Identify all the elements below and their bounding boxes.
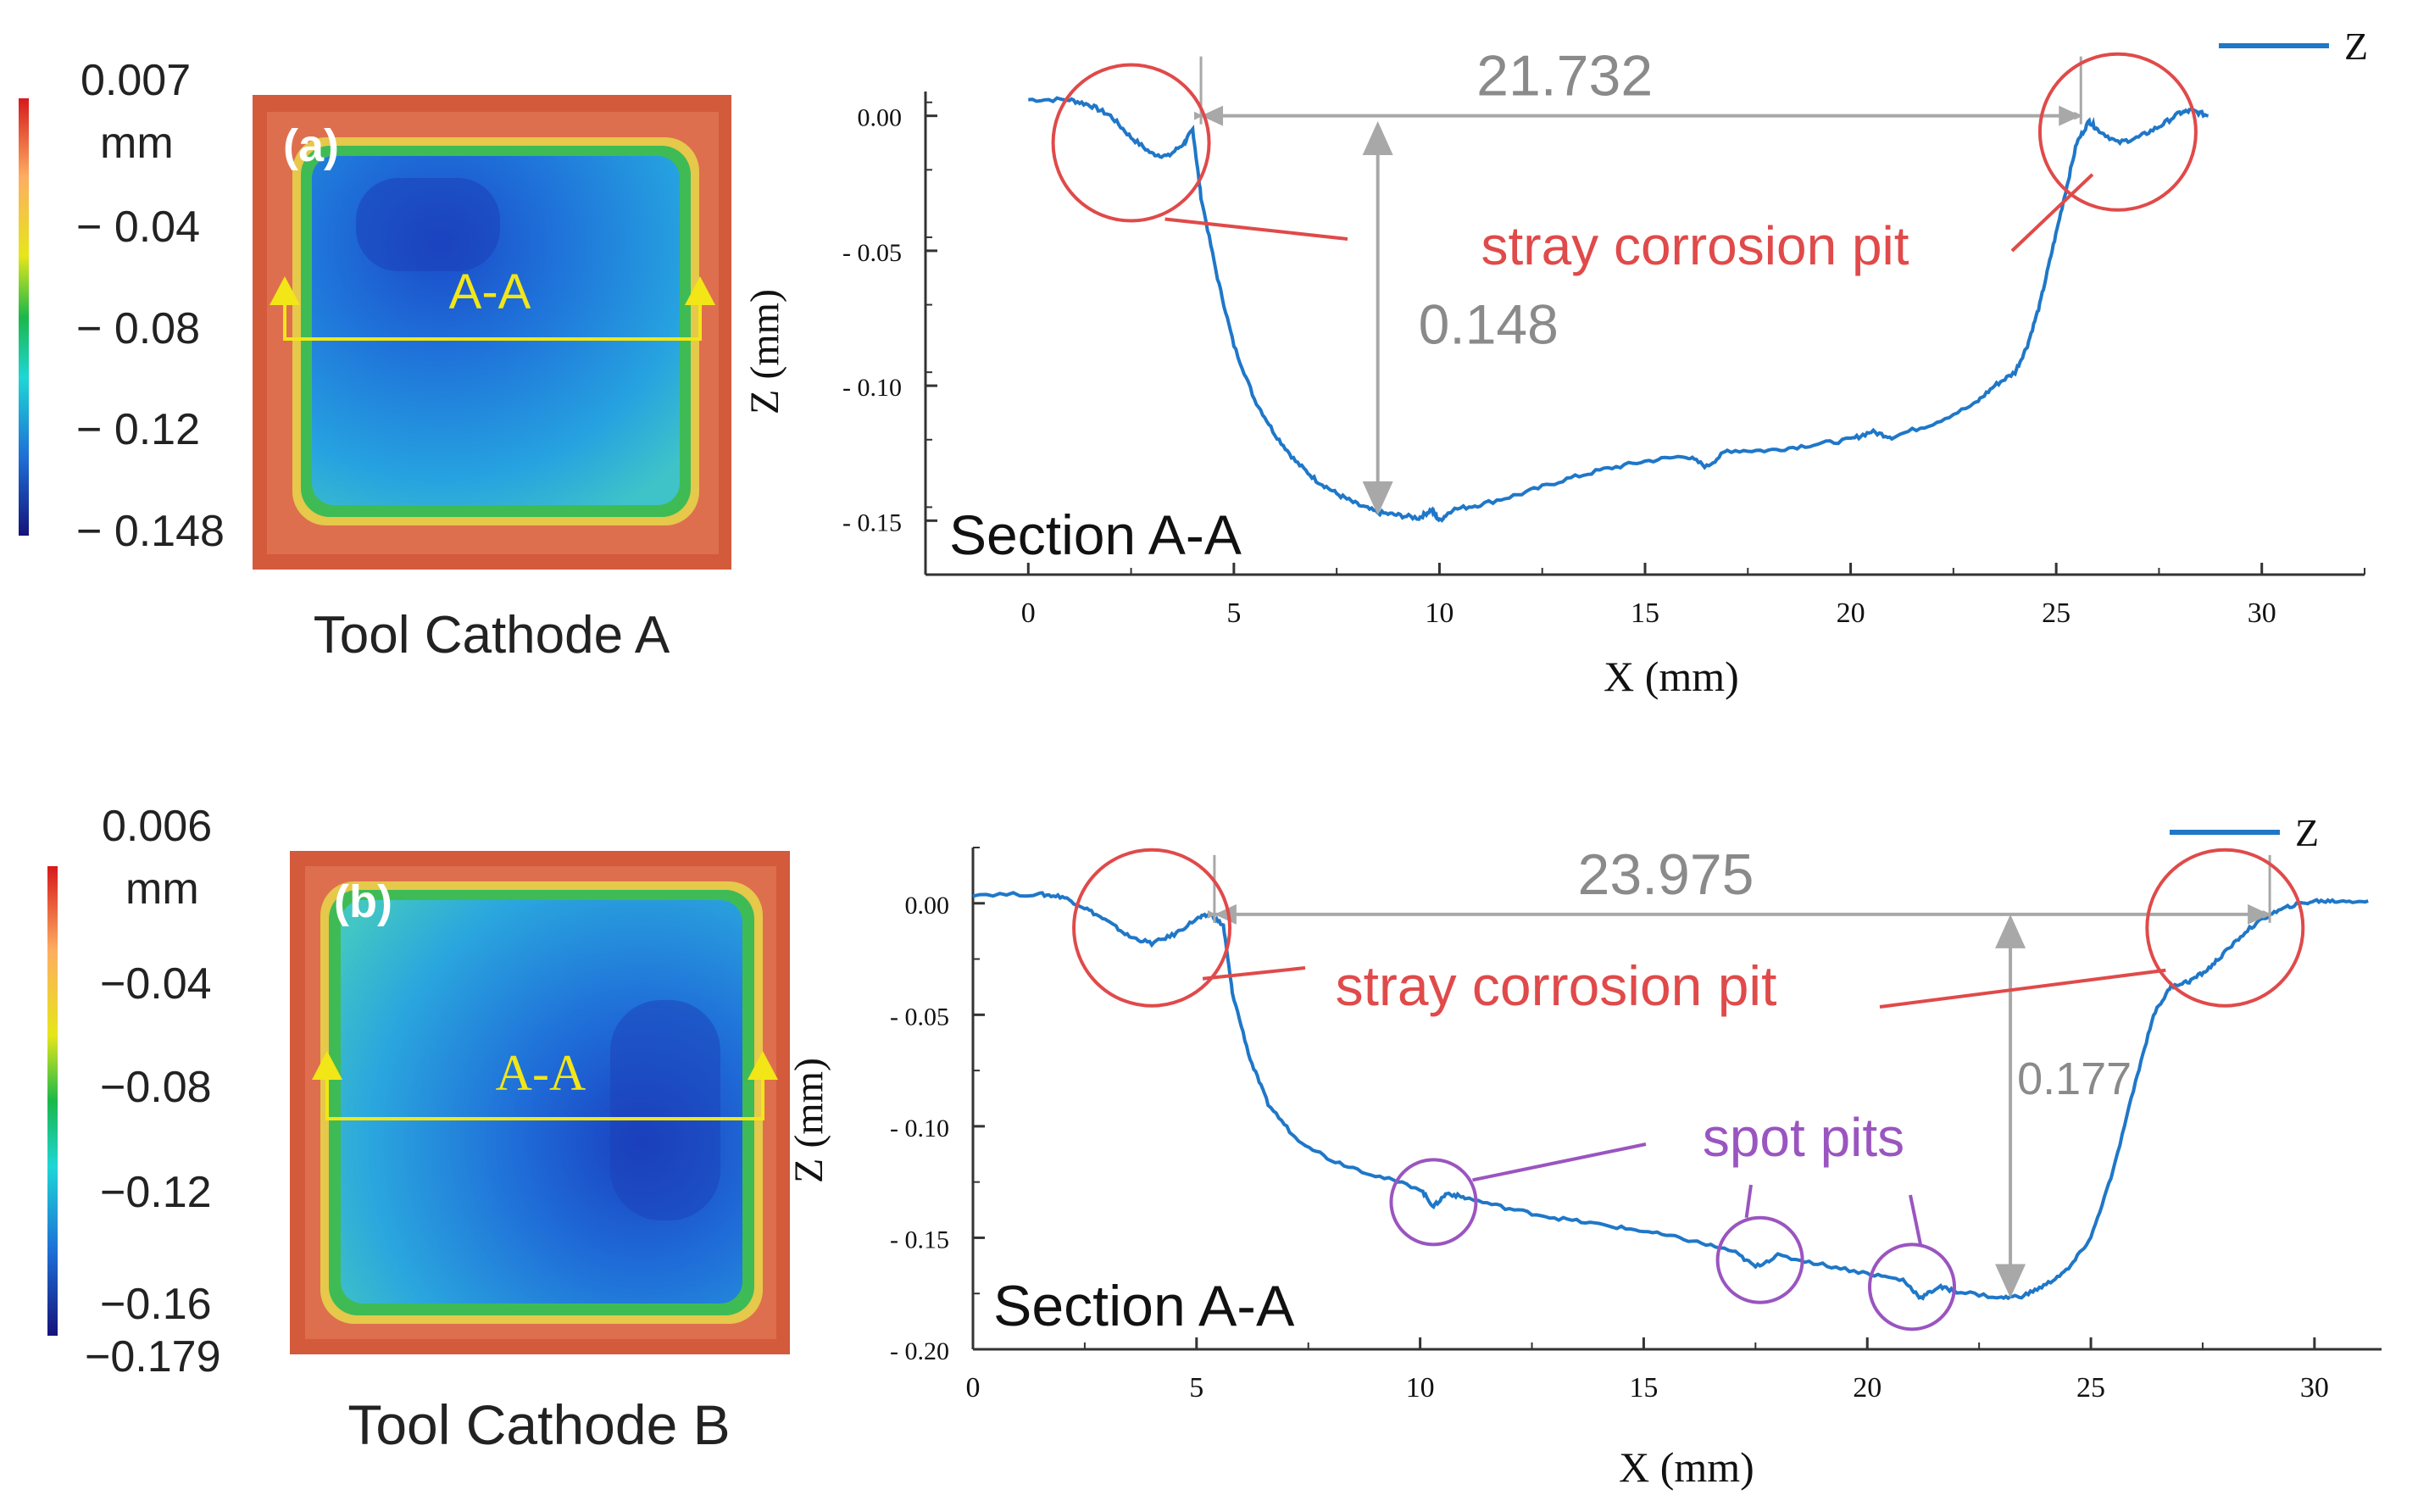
colorbar-b-tick: −0.04	[100, 959, 212, 1009]
section-arrow-a-right	[685, 276, 715, 305]
map-a-caption: Tool Cathode A	[314, 606, 670, 664]
panel-b-map: 0.006 mm −0.04 −0.08 −0.12 −0.16 −0.179 …	[47, 802, 790, 1456]
stray-pit-circle	[1051, 63, 1211, 223]
depth-arrowhead-bottom	[1995, 1264, 2026, 1298]
x-tick-label: 15	[1629, 1372, 1658, 1404]
chart-b-axes	[971, 848, 2382, 1351]
map-b-image	[290, 851, 790, 1354]
depth-label: 0.148	[1419, 292, 1559, 355]
colorbar-b-tick: −0.08	[100, 1063, 212, 1112]
x-tick-label: 10	[1425, 598, 1454, 629]
map-a-tag: (a)	[283, 120, 339, 171]
chart-b-xlabel: X (mm)	[1619, 1443, 1754, 1491]
x-tick-label: 20	[1837, 598, 1865, 629]
colorbar-b	[47, 866, 58, 1336]
x-tick-label: 30	[2248, 598, 2276, 629]
chart-b-section-title: Section A-A	[993, 1274, 1295, 1338]
stray-pit-circle	[2037, 52, 2198, 212]
section-line-b	[325, 1078, 764, 1120]
spot-label: spot pits	[1703, 1107, 1904, 1168]
spot-leader	[1909, 1194, 1922, 1245]
x-tick-label: 20	[1853, 1372, 1882, 1404]
spot-leader	[1744, 1184, 1753, 1219]
spot-pit-circle	[1868, 1242, 1956, 1331]
section-arrow-a-left	[270, 276, 300, 305]
chart-b-series-z	[972, 891, 2369, 1301]
section-arrow-b-left	[312, 1051, 342, 1080]
colorbar-a	[19, 98, 29, 536]
section-label-a: A-A	[449, 264, 531, 320]
chart-b-legend-label: Z	[2295, 811, 2319, 854]
x-tick-label: 5	[1226, 598, 1241, 629]
pit-leader-left	[1164, 217, 1348, 241]
colorbar-a-unit: mm	[100, 119, 174, 168]
colorbar-b-unit: mm	[125, 864, 199, 914]
chart-a: 0.00 - 0.05 - 0.10 - 0.15 0 5 10 15 20 25 30 Z (m…	[742, 25, 2368, 700]
chart-a-series-z	[1028, 96, 2209, 523]
y-tick-label: - 0.05	[842, 239, 902, 267]
y-tick-label: - 0.20	[890, 1337, 949, 1365]
y-tick-label: 0.00	[858, 104, 903, 132]
y-tick-label: - 0.05	[890, 1003, 949, 1031]
width-label: 21.732	[1476, 44, 1653, 108]
width-arrowhead-right	[2059, 105, 2082, 126]
colorbar-a-top-label: 0.007	[81, 56, 191, 105]
panel-a-map: 0.007 mm − 0.04 − 0.08 − 0.12 − 0.148 (a…	[19, 56, 731, 664]
spot-pit-circle	[1715, 1215, 1804, 1304]
depth-arrowhead-bottom	[1362, 481, 1393, 515]
y-tick-label: - 0.10	[890, 1115, 949, 1142]
pit-leader-right	[1879, 968, 2166, 1009]
width-arrowhead-right	[2248, 903, 2271, 925]
map-b-tag: (b)	[334, 876, 392, 927]
map-a-image	[253, 95, 731, 570]
x-tick-label: 15	[1631, 598, 1659, 629]
chart-a-xlabel: X (mm)	[1604, 653, 1739, 700]
x-tick-label: 0	[966, 1372, 981, 1404]
chart-a-axes	[924, 92, 2365, 576]
colorbar-b-tick: −0.16	[100, 1280, 212, 1329]
spot-leader	[1472, 1142, 1647, 1182]
section-label-b: A-A	[496, 1045, 586, 1101]
colorbar-a-tick: − 0.148	[76, 507, 225, 556]
colorbar-a-tick: − 0.08	[76, 304, 200, 353]
section-line-a	[283, 297, 702, 341]
depth-arrowhead-top	[1362, 121, 1393, 156]
colorbar-a-tick: − 0.04	[76, 203, 200, 252]
depth-label: 0.177	[2017, 1053, 2132, 1104]
chart-a-section-title: Section A-A	[949, 503, 1242, 566]
spot-pit-circle	[1389, 1158, 1478, 1247]
section-arrow-b-right	[748, 1051, 778, 1080]
colorbar-b-top-label: 0.006	[102, 802, 212, 851]
colorbar-b-tick: −0.12	[100, 1168, 212, 1217]
chart-a-ylabel: Z (mm)	[742, 289, 787, 414]
y-tick-label: 0.00	[905, 892, 950, 920]
pit-label: stray corrosion pit	[1481, 215, 1909, 276]
chart-a-legend-label: Z	[2344, 25, 2368, 68]
stray-pit-circle	[1072, 848, 1232, 1008]
y-tick-label: - 0.15	[890, 1226, 949, 1254]
width-label: 23.975	[1578, 842, 1754, 907]
pit-label: stray corrosion pit	[1336, 954, 1777, 1017]
x-tick-label: 0	[1021, 598, 1036, 629]
x-tick-label: 25	[2076, 1372, 2105, 1404]
y-tick-label: - 0.15	[842, 509, 902, 536]
chart-b-ylabel: Z (mm)	[787, 1058, 831, 1183]
width-arrowhead-left	[1201, 105, 1224, 126]
colorbar-a-tick: − 0.12	[76, 405, 200, 454]
pit-leader-left	[1202, 966, 1306, 981]
x-tick-label: 10	[1406, 1372, 1435, 1404]
x-tick-label: 30	[2300, 1372, 2329, 1404]
pit-leader-right	[2010, 173, 2094, 253]
chart-b: 0.00 - 0.05 - 0.10 - 0.15 - 0.20 0 5 10 15 20 25 3…	[787, 811, 2382, 1491]
y-tick-label: - 0.10	[842, 374, 902, 402]
x-tick-label: 25	[2042, 598, 2070, 629]
colorbar-b-tick: −0.179	[85, 1332, 221, 1381]
stray-pit-circle	[2145, 848, 2305, 1008]
x-tick-label: 5	[1189, 1372, 1203, 1404]
map-b-caption: Tool Cathode B	[347, 1393, 730, 1456]
depth-arrowhead-top	[1995, 914, 2026, 948]
